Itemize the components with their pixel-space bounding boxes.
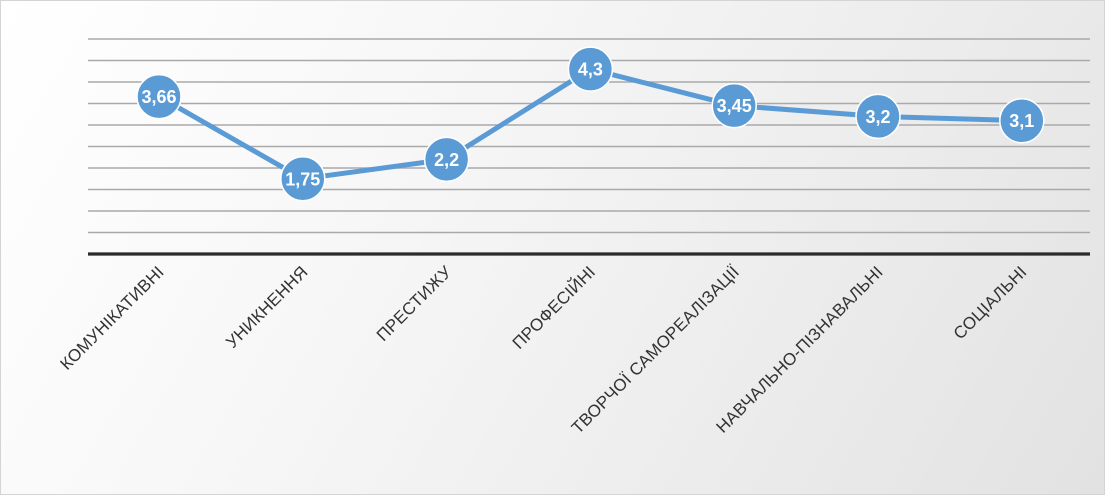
x-tick-labels: КОМУНІКАТИВНІ УНИКНЕННЯ ПРЕСТИЖУ ПРОФЕСІЙНІ… xyxy=(57,262,1031,437)
x-tick-label: КОМУНІКАТИВНІ xyxy=(57,262,168,373)
data-point-marker xyxy=(136,73,182,120)
data-label: 1,75 xyxy=(285,169,320,189)
data-label: 4,3 xyxy=(578,60,603,80)
x-tick-label: ТВОРЧОЇ САМОРЕАЛІЗАЦІЇ xyxy=(568,262,743,437)
x-tick-label: СОЦІАЛЬНІ xyxy=(950,262,1031,343)
x-tick-label: УНИКНЕННЯ xyxy=(222,262,311,351)
data-point-marker xyxy=(423,136,470,183)
data-point-marker xyxy=(280,156,326,202)
x-tick-label: НАВЧАЛЬНО-ПІЗНАВАЛЬНІ xyxy=(712,262,886,436)
x-tick-label: ПРОФЕСІЙНІ xyxy=(509,262,599,352)
data-label: 2,2 xyxy=(434,150,459,170)
data-label: 3,66 xyxy=(141,87,176,107)
data-point-marker xyxy=(855,93,901,140)
data-label: 3,2 xyxy=(865,107,890,127)
data-label: 3,45 xyxy=(717,96,752,116)
data-point-marker xyxy=(999,97,1045,144)
data-point-marker xyxy=(567,46,614,92)
data-point-marker xyxy=(711,82,757,129)
series: 3,66 1,75 2,2 4,3 3,45 3,2 3,1 xyxy=(136,46,1045,202)
data-label: 3,1 xyxy=(1009,111,1034,131)
x-tick-label: ПРЕСТИЖУ xyxy=(373,262,456,345)
